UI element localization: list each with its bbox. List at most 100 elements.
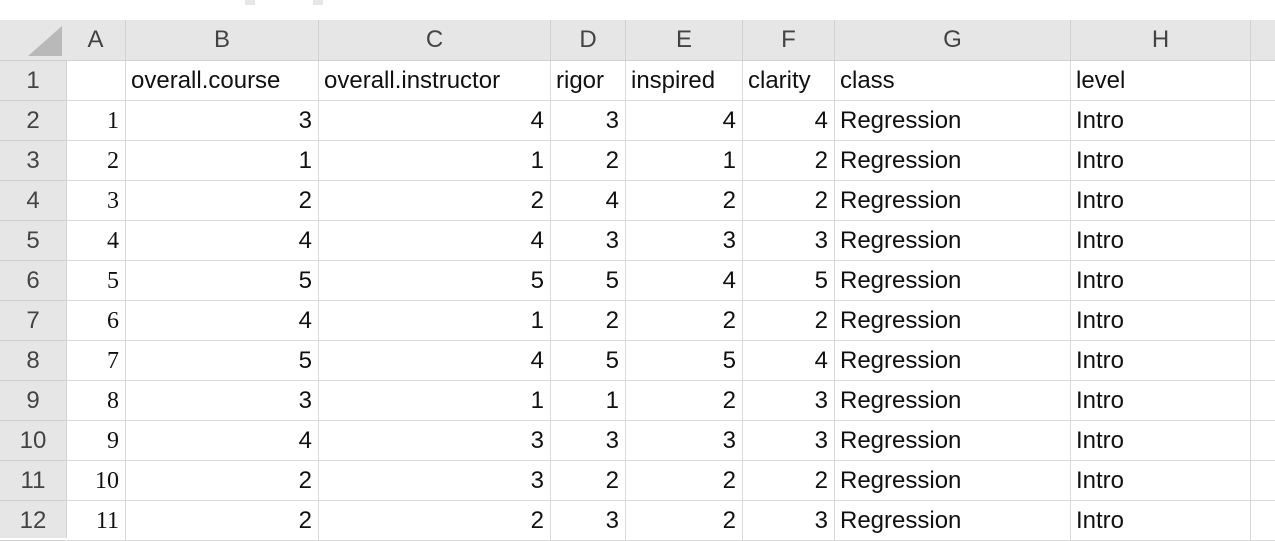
table-cell[interactable]: 2 xyxy=(551,461,626,501)
column-header-e[interactable]: E xyxy=(626,20,743,60)
select-all-button[interactable] xyxy=(0,20,66,60)
table-cell[interactable]: 5 xyxy=(126,341,319,381)
empty-cell[interactable] xyxy=(1251,501,1275,541)
table-cell[interactable]: Regression xyxy=(835,101,1071,141)
table-cell[interactable]: 1 xyxy=(126,141,319,181)
table-cell[interactable]: Regression xyxy=(835,501,1071,541)
table-cell[interactable]: 3 xyxy=(551,501,626,541)
header-cell[interactable] xyxy=(67,61,126,101)
table-cell[interactable]: Intro xyxy=(1071,221,1251,261)
table-cell[interactable]: 7 xyxy=(67,341,126,381)
table-cell[interactable]: 3 xyxy=(319,421,551,461)
header-cell[interactable]: overall.instructor xyxy=(319,61,551,101)
table-cell[interactable]: 10 xyxy=(67,461,126,501)
table-cell[interactable]: 5 xyxy=(551,261,626,301)
row-header[interactable]: 1 xyxy=(0,61,66,101)
table-cell[interactable]: 4 xyxy=(626,261,743,301)
empty-cell[interactable] xyxy=(1251,261,1275,301)
empty-cell[interactable] xyxy=(1251,461,1275,501)
row-header[interactable]: 3 xyxy=(0,141,66,181)
table-cell[interactable]: 3 xyxy=(551,221,626,261)
table-cell[interactable]: 3 xyxy=(551,101,626,141)
table-cell[interactable]: 2 xyxy=(743,181,835,221)
empty-cell[interactable] xyxy=(1251,341,1275,381)
table-cell[interactable]: 2 xyxy=(626,301,743,341)
header-cell[interactable]: inspired xyxy=(626,61,743,101)
table-cell[interactable]: 2 xyxy=(626,181,743,221)
table-cell[interactable]: 2 xyxy=(626,381,743,421)
table-cell[interactable]: 3 xyxy=(126,101,319,141)
name-box-edge[interactable] xyxy=(0,0,245,5)
table-cell[interactable]: 2 xyxy=(743,141,835,181)
table-cell[interactable]: 4 xyxy=(626,101,743,141)
table-cell[interactable]: 3 xyxy=(551,421,626,461)
row-header[interactable]: 6 xyxy=(0,261,66,301)
table-cell[interactable]: 4 xyxy=(126,421,319,461)
table-cell[interactable]: 4 xyxy=(67,221,126,261)
table-cell[interactable]: 1 xyxy=(319,301,551,341)
table-cell[interactable]: 4 xyxy=(319,221,551,261)
table-cell[interactable]: 1 xyxy=(67,101,126,141)
column-header-b[interactable]: B xyxy=(126,20,319,60)
column-header-a[interactable]: A xyxy=(66,20,126,60)
row-header[interactable]: 12 xyxy=(0,501,66,541)
table-cell[interactable]: Regression xyxy=(835,341,1071,381)
table-cell[interactable]: 1 xyxy=(551,381,626,421)
table-cell[interactable]: 5 xyxy=(319,261,551,301)
table-cell[interactable]: Regression xyxy=(835,301,1071,341)
table-cell[interactable]: 2 xyxy=(319,501,551,541)
table-cell[interactable]: Regression xyxy=(835,261,1071,301)
table-cell[interactable]: 2 xyxy=(743,461,835,501)
table-cell[interactable]: Intro xyxy=(1071,461,1251,501)
table-cell[interactable]: 3 xyxy=(319,461,551,501)
table-cell[interactable]: 8 xyxy=(67,381,126,421)
table-cell[interactable]: Regression xyxy=(835,461,1071,501)
empty-cell[interactable] xyxy=(1251,181,1275,221)
table-cell[interactable]: Intro xyxy=(1071,101,1251,141)
column-header-c[interactable]: C xyxy=(319,20,551,60)
empty-cell[interactable] xyxy=(1251,301,1275,341)
table-cell[interactable]: 2 xyxy=(126,181,319,221)
table-cell[interactable]: 3 xyxy=(743,501,835,541)
column-header-g[interactable]: G xyxy=(835,20,1071,60)
table-cell[interactable]: 3 xyxy=(743,381,835,421)
empty-cell[interactable] xyxy=(1251,141,1275,181)
table-cell[interactable]: 2 xyxy=(743,301,835,341)
table-cell[interactable]: 4 xyxy=(319,341,551,381)
table-cell[interactable]: 4 xyxy=(743,101,835,141)
table-cell[interactable]: 1 xyxy=(319,141,551,181)
table-cell[interactable]: 3 xyxy=(67,181,126,221)
table-cell[interactable]: 1 xyxy=(319,381,551,421)
table-cell[interactable]: 3 xyxy=(743,221,835,261)
row-header[interactable]: 7 xyxy=(0,301,66,341)
table-cell[interactable]: 2 xyxy=(626,501,743,541)
table-cell[interactable]: Intro xyxy=(1071,261,1251,301)
table-cell[interactable]: 4 xyxy=(126,301,319,341)
table-cell[interactable]: 3 xyxy=(626,421,743,461)
table-cell[interactable]: 5 xyxy=(551,341,626,381)
table-cell[interactable]: 2 xyxy=(551,301,626,341)
table-cell[interactable]: Intro xyxy=(1071,421,1251,461)
table-cell[interactable]: 5 xyxy=(67,261,126,301)
table-cell[interactable]: 4 xyxy=(126,221,319,261)
table-cell[interactable]: Intro xyxy=(1071,141,1251,181)
table-cell[interactable]: 2 xyxy=(126,461,319,501)
table-cell[interactable]: 5 xyxy=(126,261,319,301)
column-header-f[interactable]: F xyxy=(743,20,835,60)
row-header[interactable]: 2 xyxy=(0,101,66,141)
header-cell[interactable]: clarity xyxy=(743,61,835,101)
table-cell[interactable]: 4 xyxy=(319,101,551,141)
table-cell[interactable]: Regression xyxy=(835,181,1071,221)
table-cell[interactable]: 2 xyxy=(319,181,551,221)
empty-cell[interactable] xyxy=(1251,381,1275,421)
table-cell[interactable]: 2 xyxy=(551,141,626,181)
empty-cell[interactable] xyxy=(1251,421,1275,461)
table-cell[interactable]: Intro xyxy=(1071,301,1251,341)
table-cell[interactable]: 1 xyxy=(626,141,743,181)
table-cell[interactable]: 5 xyxy=(743,261,835,301)
table-cell[interactable]: 3 xyxy=(126,381,319,421)
column-header-d[interactable]: D xyxy=(551,20,626,60)
header-cell[interactable]: level xyxy=(1071,61,1251,101)
formula-bar-edge[interactable] xyxy=(323,0,1275,5)
table-cell[interactable]: 3 xyxy=(743,421,835,461)
